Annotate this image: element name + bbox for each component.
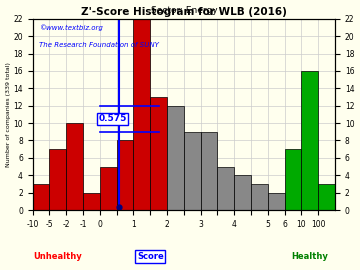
Y-axis label: Number of companies (339 total): Number of companies (339 total) <box>5 62 10 167</box>
Bar <box>318 184 335 210</box>
Text: ©www.textbiz.org: ©www.textbiz.org <box>39 25 103 31</box>
Bar <box>66 123 83 210</box>
Bar <box>100 167 117 210</box>
Bar <box>285 149 301 210</box>
Text: The Research Foundation of SUNY: The Research Foundation of SUNY <box>39 42 159 48</box>
Bar <box>150 97 167 210</box>
Text: Score: Score <box>137 252 164 261</box>
Bar <box>83 193 100 210</box>
Bar <box>167 106 184 210</box>
Bar <box>134 19 150 210</box>
Text: Healthy: Healthy <box>292 252 328 261</box>
Bar <box>49 149 66 210</box>
Bar <box>184 132 201 210</box>
Bar <box>268 193 285 210</box>
Bar <box>301 71 318 210</box>
Bar <box>251 184 268 210</box>
Bar <box>217 167 234 210</box>
Bar <box>201 132 217 210</box>
Bar <box>234 175 251 210</box>
Bar <box>117 140 134 210</box>
Text: Sector: Energy: Sector: Energy <box>150 6 217 15</box>
Text: 0.575: 0.575 <box>98 114 127 123</box>
Title: Z'-Score Histogram for WLB (2016): Z'-Score Histogram for WLB (2016) <box>81 6 287 16</box>
Text: Unhealthy: Unhealthy <box>33 252 82 261</box>
Bar <box>33 184 49 210</box>
